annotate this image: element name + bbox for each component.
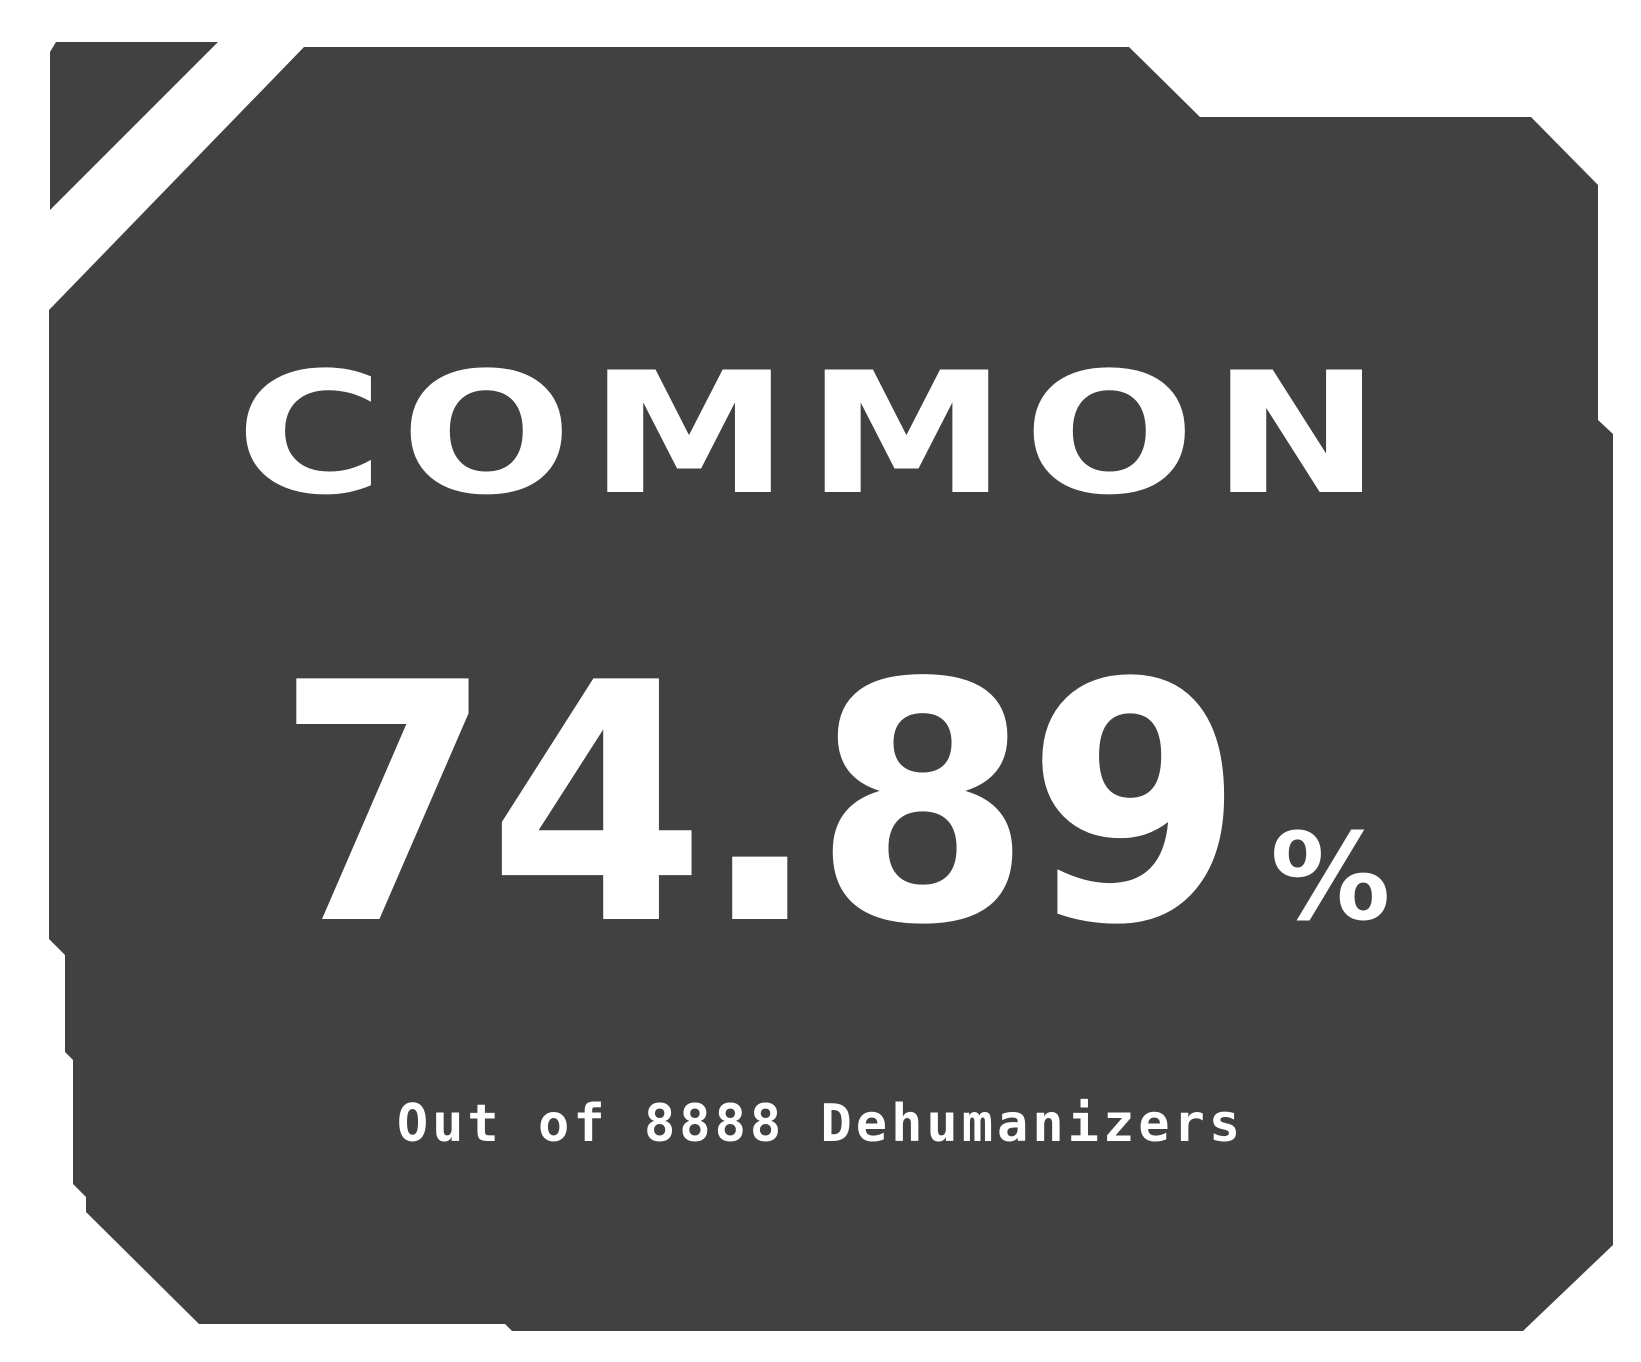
percent-sign: %	[1270, 809, 1391, 948]
percent-value: 74.89	[275, 613, 1245, 997]
main-panel	[49, 47, 1613, 1331]
corner-tab	[50, 42, 218, 210]
rarity-percentage: 74.89%	[0, 640, 1641, 970]
collection-caption: Out of 8888 Dehumanizers	[396, 1094, 1245, 1154]
rarity-label: COMMON	[235, 336, 1398, 532]
